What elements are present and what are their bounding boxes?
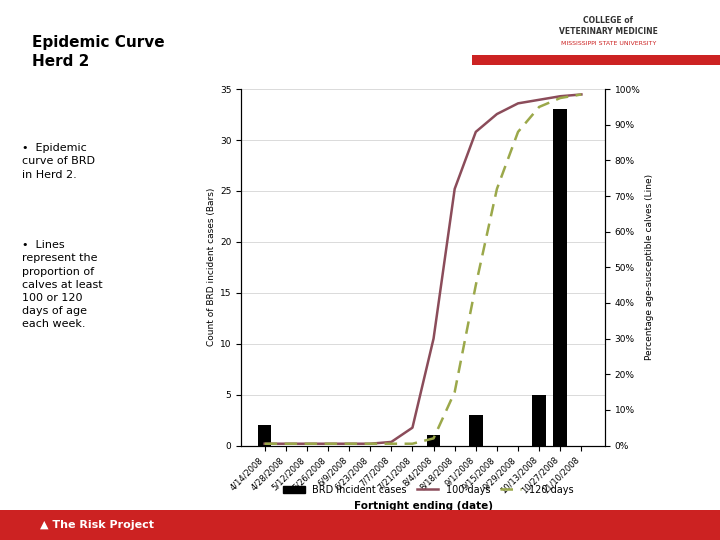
Text: COLLEGE of
VETERINARY MEDICINE: COLLEGE of VETERINARY MEDICINE xyxy=(559,16,657,36)
Text: Epidemic Curve
Herd 2: Epidemic Curve Herd 2 xyxy=(32,35,165,69)
Y-axis label: Percentage age-susceptible calves (Line): Percentage age-susceptible calves (Line) xyxy=(644,174,654,360)
Bar xyxy=(554,110,567,445)
X-axis label: Fortnight ending (date): Fortnight ending (date) xyxy=(354,501,492,511)
Text: •  Epidemic
curve of BRD
in Herd 2.: • Epidemic curve of BRD in Herd 2. xyxy=(22,143,94,179)
Bar xyxy=(427,435,441,445)
Bar xyxy=(532,395,546,446)
Text: MISSISSIPPI STATE UNIVERSITY: MISSISSIPPI STATE UNIVERSITY xyxy=(561,41,656,46)
Bar xyxy=(469,415,482,446)
Legend: BRD incident cases, 100 days, 120 days: BRD incident cases, 100 days, 120 days xyxy=(279,481,577,498)
Text: •  Lines
represent the
proportion of
calves at least
100 or 120
days of age
each: • Lines represent the proportion of calv… xyxy=(22,240,102,329)
Y-axis label: Count of BRD incident cases (Bars): Count of BRD incident cases (Bars) xyxy=(207,188,216,347)
Text: ▲ The Risk Project: ▲ The Risk Project xyxy=(40,520,153,530)
Bar xyxy=(258,425,271,446)
